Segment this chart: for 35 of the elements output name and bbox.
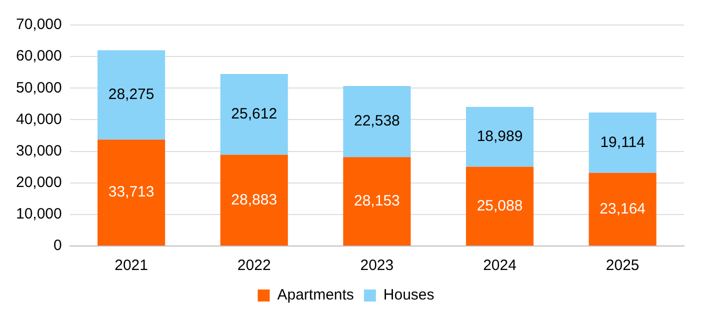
data-label: 19,114 <box>600 134 645 151</box>
bar <box>466 166 534 246</box>
x-tick-label: 2021 <box>114 257 148 274</box>
bar <box>466 106 534 167</box>
bar <box>588 112 656 173</box>
y-tick-label: 30,000 <box>16 142 62 160</box>
x-tick-label: 2023 <box>360 257 394 274</box>
x-tick-label: 2025 <box>606 257 640 274</box>
data-label: 22,538 <box>354 112 400 130</box>
bar <box>98 50 166 140</box>
y-tick-label: 20,000 <box>16 174 62 191</box>
legend-label: Apartments <box>277 286 354 304</box>
bar <box>588 172 656 246</box>
x-tick-label: 2022 <box>237 257 271 274</box>
x-tick-label: 2024 <box>483 257 516 274</box>
data-label: 33,713 <box>108 184 154 201</box>
bar <box>220 154 288 246</box>
y-tick-label: 0 <box>54 237 62 254</box>
data-label: 25,088 <box>476 197 523 214</box>
data-label: 25,612 <box>231 106 278 123</box>
y-tick-label: 50,000 <box>16 79 62 96</box>
y-tick-label: 40,000 <box>16 110 62 128</box>
bar <box>220 74 288 155</box>
y-tick-label: 70,000 <box>16 16 62 34</box>
bar <box>343 86 411 158</box>
data-label: 28,275 <box>108 86 154 104</box>
y-tick-label: 60,000 <box>16 48 62 65</box>
y-tick-label: 10,000 <box>16 206 62 223</box>
data-label: 28,153 <box>354 192 400 210</box>
bar <box>98 140 166 246</box>
data-label: 28,883 <box>231 191 278 208</box>
bar <box>343 157 411 246</box>
data-label: 23,164 <box>600 200 646 218</box>
legend-label: Houses <box>383 286 434 304</box>
data-label: 18,989 <box>476 128 523 145</box>
